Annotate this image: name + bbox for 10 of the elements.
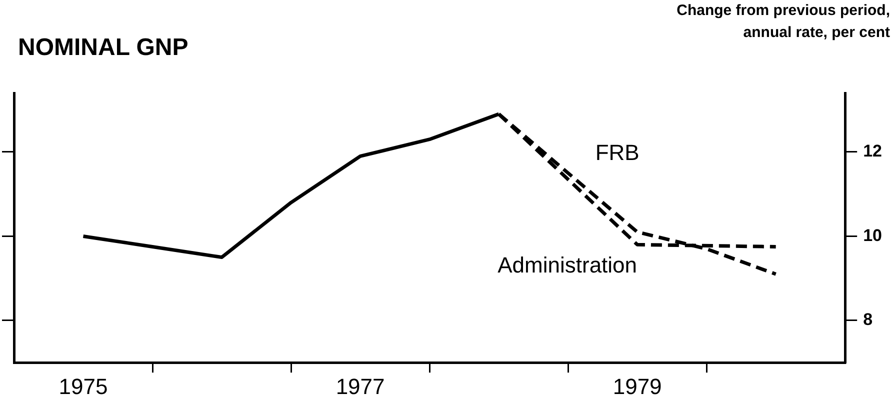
x-tick-label: 1975 [58, 374, 108, 399]
chart-title: NOMINAL GNP [18, 34, 188, 62]
x-tick-label: 1979 [612, 374, 662, 399]
y-tick-label: 8 [863, 310, 873, 330]
y-tick-label: 12 [863, 142, 882, 161]
y-tick-label: 10 [863, 226, 882, 245]
series-label: FRB [595, 140, 640, 166]
y-axis-title: Change from previous period, annual rate, per cent [676, 1, 890, 43]
x-tick-label: 1977 [336, 374, 385, 399]
series-label: Administration [498, 252, 638, 278]
